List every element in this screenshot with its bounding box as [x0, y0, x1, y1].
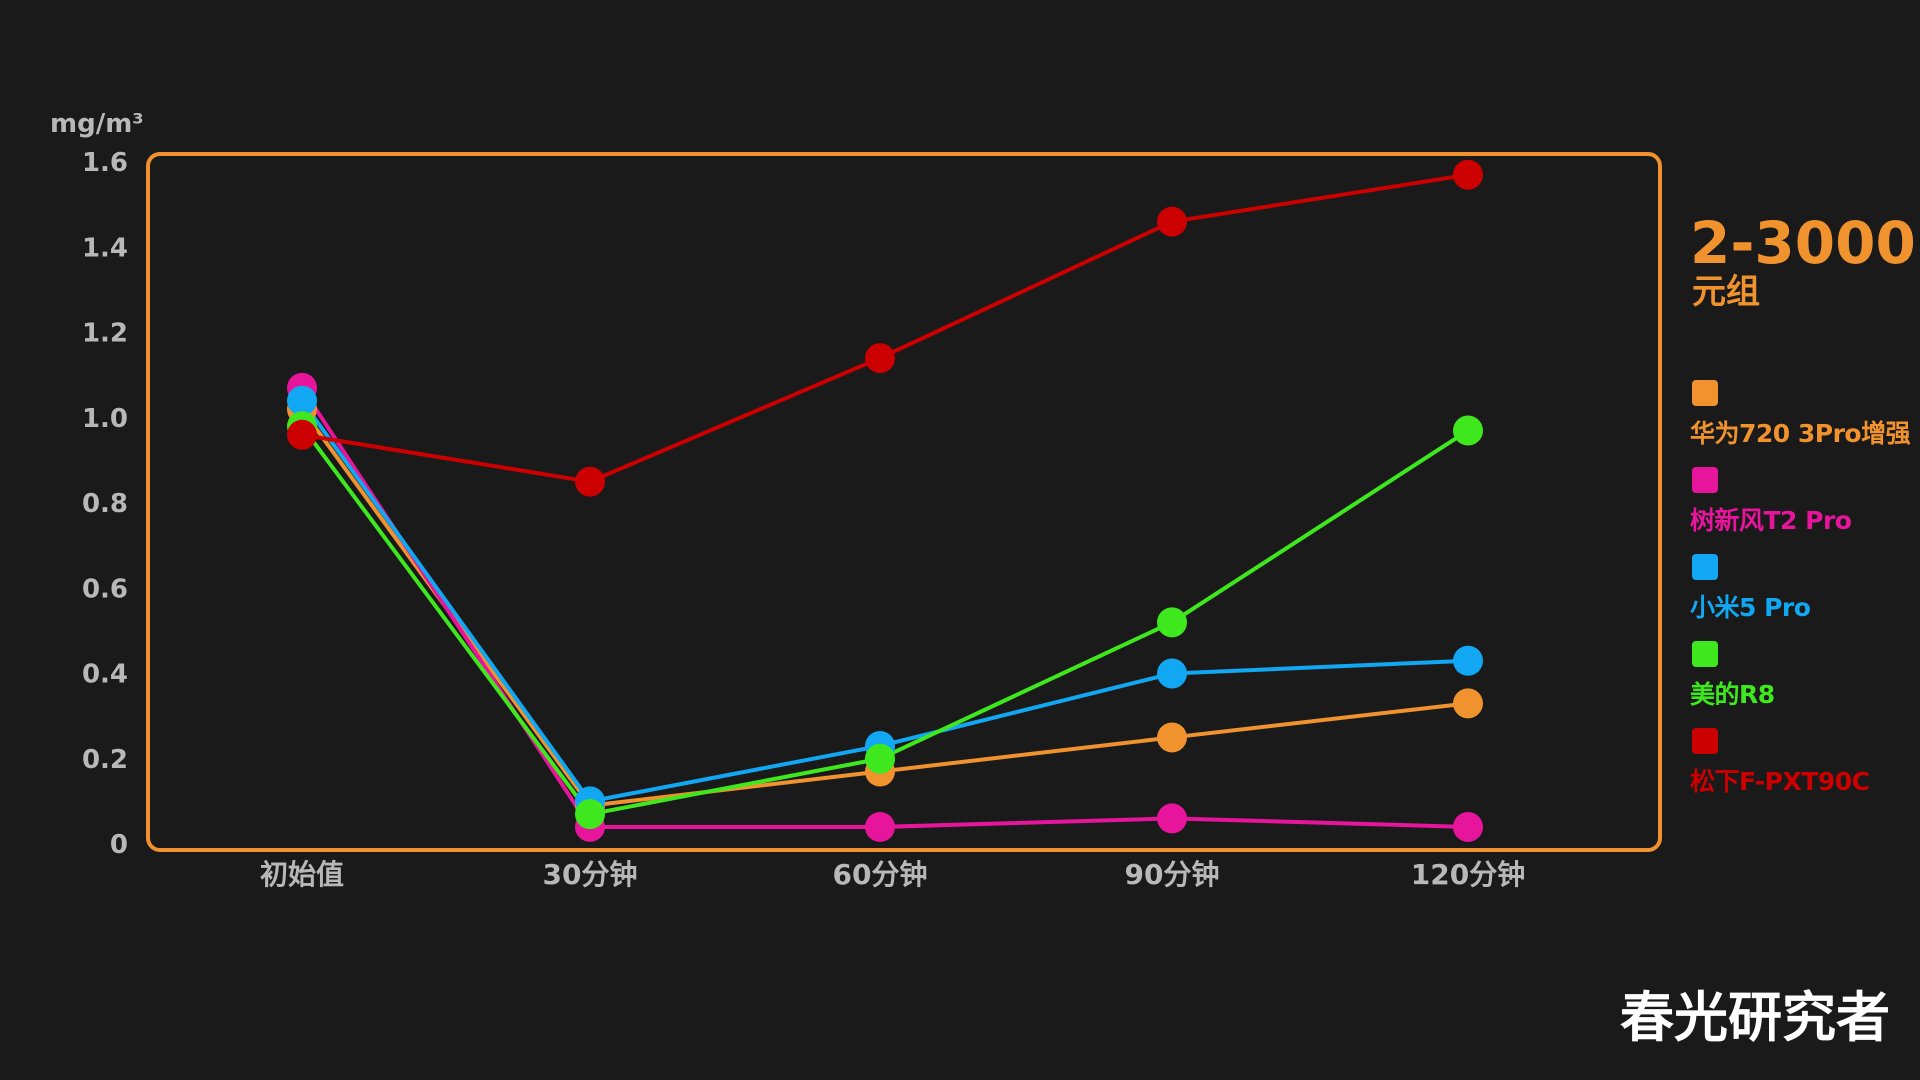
data-point — [287, 385, 317, 416]
group-title: 2-3000 — [1690, 209, 1916, 277]
plot-frame — [146, 152, 1662, 852]
data-point — [865, 811, 895, 842]
legend-label: 小米5 Pro — [1690, 593, 1811, 622]
legend-item-midea: 美的R8 — [1690, 639, 1918, 726]
x-tick-label: 120分钟 — [1411, 858, 1525, 891]
x-tick-label: 初始值 — [260, 858, 344, 891]
data-point — [1157, 607, 1187, 638]
y-tick-label: 0.2 — [82, 745, 128, 775]
data-point — [1453, 159, 1483, 190]
series-points — [287, 159, 1483, 842]
x-tick-label: 30分钟 — [543, 858, 638, 891]
watermark: 春光研究者 — [1620, 986, 1890, 1049]
legend: 华为720 3Pro增强 树新风T2 Pro 小米5 Pro 美的R8 松下F-… — [1690, 378, 1918, 813]
data-point — [1453, 645, 1483, 676]
y-tick-label: 1.6 — [82, 148, 128, 178]
y-tick-label: 1.4 — [82, 233, 128, 263]
data-point — [575, 466, 605, 497]
y-axis-ticks: 0 0.2 0.4 0.6 0.8 1.0 1.2 1.4 1.6 — [82, 148, 128, 860]
legend-swatch — [1692, 554, 1718, 580]
data-point — [1453, 811, 1483, 842]
data-point — [287, 419, 317, 450]
y-tick-label: 0.8 — [82, 489, 128, 519]
x-tick-label: 90分钟 — [1125, 858, 1220, 891]
legend-swatch — [1692, 380, 1718, 406]
data-point — [1157, 658, 1187, 689]
data-point — [1157, 803, 1187, 834]
data-point — [575, 799, 605, 830]
legend-label: 华为720 3Pro增强 — [1690, 419, 1911, 448]
y-unit-label: mg/m³ — [50, 109, 144, 139]
y-tick-label: 0.4 — [82, 660, 128, 690]
legend-swatch — [1692, 728, 1718, 754]
legend-item-shuxinfeng: 树新风T2 Pro — [1690, 465, 1918, 552]
legend-item-panasonic: 松下F-PXT90C — [1690, 726, 1918, 813]
data-point — [1453, 688, 1483, 719]
x-axis-ticks: 初始值 30分钟 60分钟 90分钟 120分钟 — [260, 858, 1525, 891]
legend-swatch — [1692, 467, 1718, 493]
x-tick-label: 60分钟 — [833, 858, 928, 891]
legend-swatch — [1692, 641, 1718, 667]
y-tick-label: 0.6 — [82, 574, 128, 604]
legend-item-huawei: 华为720 3Pro增强 — [1690, 378, 1918, 465]
y-tick-label: 1.2 — [82, 319, 128, 349]
data-point — [1157, 722, 1187, 753]
legend-label: 松下F-PXT90C — [1690, 767, 1870, 796]
data-point — [1157, 206, 1187, 237]
data-point — [865, 343, 895, 374]
legend-item-xiaomi: 小米5 Pro — [1690, 552, 1918, 639]
group-subtitle: 元组 — [1692, 272, 1760, 312]
y-tick-label: 1.0 — [82, 404, 128, 434]
y-tick-label: 0 — [110, 830, 128, 860]
data-point — [865, 743, 895, 774]
series-line — [301, 172, 1469, 484]
series-lines — [300, 172, 1470, 829]
legend-label: 树新风T2 Pro — [1690, 506, 1852, 535]
data-point — [1453, 415, 1483, 446]
legend-label: 美的R8 — [1690, 680, 1775, 709]
